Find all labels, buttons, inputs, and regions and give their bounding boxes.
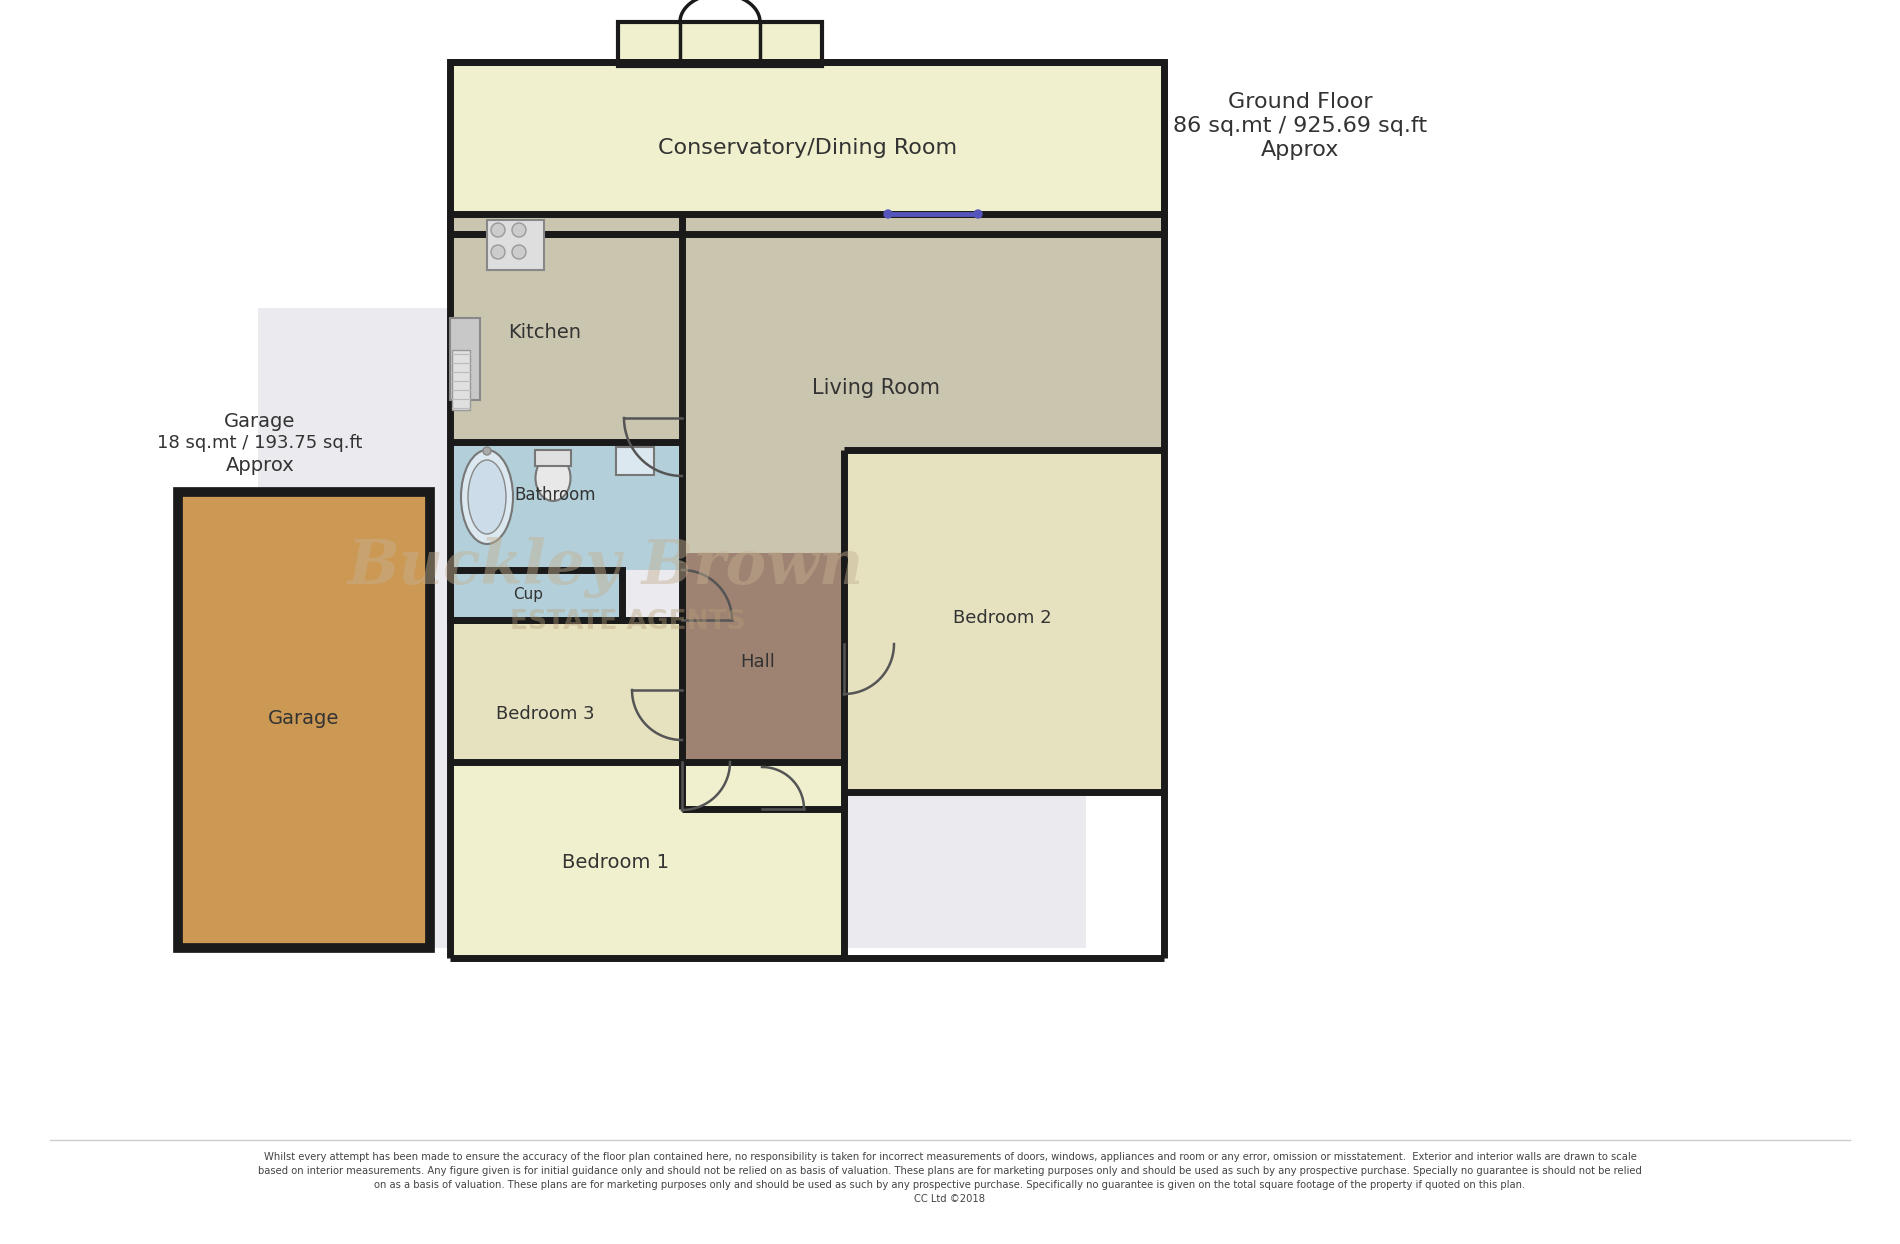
- Bar: [616, 447, 654, 475]
- Bar: [844, 450, 1165, 792]
- Bar: [619, 214, 1165, 562]
- Text: Living Room: Living Room: [811, 378, 940, 398]
- Text: Bedroom 2: Bedroom 2: [952, 610, 1051, 627]
- Bar: [536, 450, 572, 466]
- Ellipse shape: [536, 455, 570, 501]
- Bar: [450, 570, 621, 620]
- Text: 18 sq.mt / 193.75 sq.ft: 18 sq.mt / 193.75 sq.ft: [158, 434, 363, 452]
- Text: Buckley Brown: Buckley Brown: [348, 537, 864, 598]
- Text: Cup: Cup: [513, 587, 543, 602]
- Circle shape: [511, 245, 526, 259]
- Bar: [618, 22, 823, 66]
- Circle shape: [490, 223, 505, 238]
- Bar: [450, 620, 682, 812]
- Bar: [450, 62, 1165, 234]
- Bar: [179, 491, 429, 948]
- Bar: [682, 554, 844, 810]
- Bar: [450, 62, 1165, 234]
- Bar: [450, 763, 844, 958]
- Text: ESTATE AGENTS: ESTATE AGENTS: [511, 610, 747, 634]
- Ellipse shape: [462, 450, 513, 544]
- Bar: [179, 491, 429, 948]
- Ellipse shape: [467, 460, 505, 534]
- Bar: [450, 318, 481, 401]
- Text: 86 sq.mt / 925.69 sq.ft: 86 sq.mt / 925.69 sq.ft: [1172, 116, 1427, 136]
- Bar: [452, 350, 469, 411]
- Text: Hall: Hall: [741, 653, 775, 671]
- Text: Garage: Garage: [268, 709, 340, 728]
- Circle shape: [490, 245, 505, 259]
- Text: Bathroom: Bathroom: [515, 486, 597, 504]
- Text: Kitchen: Kitchen: [509, 322, 581, 342]
- Circle shape: [511, 223, 526, 238]
- Bar: [258, 309, 1087, 948]
- Text: Ground Floor: Ground Floor: [1227, 92, 1372, 112]
- Bar: [450, 570, 621, 620]
- Text: Garage: Garage: [224, 412, 296, 430]
- Text: Bedroom 3: Bedroom 3: [496, 705, 595, 723]
- Text: Whilst every attempt has been made to ensure the accuracy of the floor plan cont: Whilst every attempt has been made to en…: [258, 1152, 1642, 1204]
- Text: Approx: Approx: [1262, 141, 1340, 160]
- Text: Bedroom 1: Bedroom 1: [562, 852, 669, 872]
- Circle shape: [884, 210, 891, 218]
- Circle shape: [483, 447, 490, 455]
- Bar: [450, 442, 682, 570]
- Text: Conservatory/Dining Room: Conservatory/Dining Room: [659, 138, 958, 158]
- Bar: [450, 214, 682, 442]
- Bar: [486, 220, 543, 270]
- Text: Approx: Approx: [226, 457, 294, 475]
- Bar: [618, 22, 823, 66]
- Circle shape: [975, 210, 982, 218]
